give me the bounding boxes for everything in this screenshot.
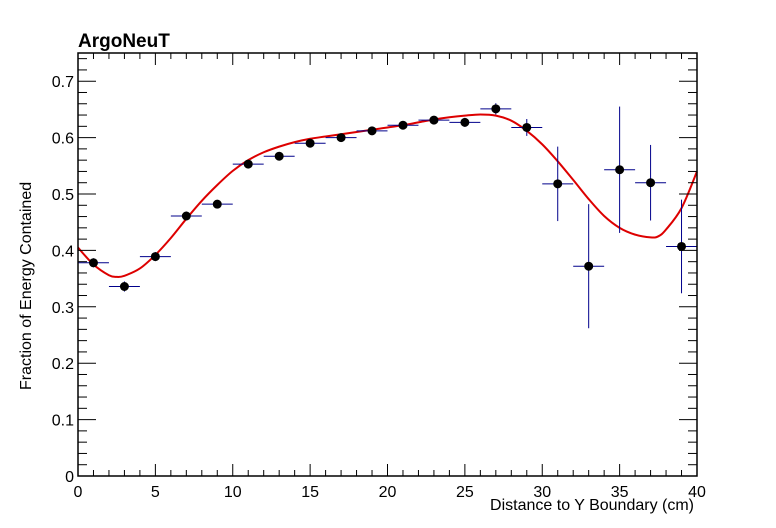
data-point — [542, 146, 574, 222]
data-marker — [212, 199, 222, 209]
data-marker — [677, 241, 687, 251]
x-tick-label: 35 — [611, 484, 629, 501]
data-point — [666, 199, 697, 294]
ticks-layer — [77, 53, 698, 477]
data-point — [201, 199, 233, 209]
data-points-layer — [78, 103, 697, 329]
x-tick-label: 40 — [688, 484, 706, 501]
data-marker — [491, 104, 501, 114]
data-marker — [305, 138, 315, 148]
x-tick-label: 0 — [74, 484, 83, 501]
data-point — [325, 133, 357, 143]
data-marker — [584, 261, 594, 271]
y-tick-label: 0.5 — [52, 187, 74, 204]
x-tick-label: 25 — [456, 484, 474, 501]
x-axis-title: Distance to Y Boundary (cm) — [490, 497, 694, 514]
data-point — [294, 138, 326, 148]
data-marker — [88, 258, 98, 268]
data-point — [480, 103, 512, 115]
fit-curve — [77, 113, 698, 278]
x-tick-label: 5 — [151, 484, 160, 501]
data-point — [511, 118, 543, 136]
y-tick-label: 0.2 — [52, 356, 74, 373]
data-marker — [274, 151, 284, 161]
y-tick-label: 0 — [65, 469, 74, 486]
data-point — [170, 211, 202, 221]
y-tick-label: 0.4 — [52, 243, 74, 260]
data-point — [108, 281, 140, 292]
fit-curve-layer — [77, 113, 698, 278]
data-marker — [150, 252, 160, 262]
data-point — [78, 258, 109, 268]
data-marker — [243, 159, 253, 169]
data-marker — [460, 117, 470, 127]
data-marker — [522, 122, 532, 132]
y-axis-title: Fraction of Energy Contained — [18, 182, 35, 390]
data-marker — [398, 120, 408, 130]
data-point — [263, 151, 295, 161]
data-marker — [336, 133, 346, 143]
data-point — [139, 252, 171, 262]
chart-title: ArgoNeuT — [78, 31, 170, 52]
data-marker — [553, 179, 563, 189]
data-point — [356, 126, 388, 136]
data-marker — [615, 165, 625, 175]
x-tick-label: 30 — [533, 484, 551, 501]
x-tick-label: 10 — [224, 484, 242, 501]
data-marker — [367, 126, 377, 136]
data-point — [232, 159, 264, 169]
x-tick-label: 20 — [379, 484, 397, 501]
data-point — [635, 144, 667, 221]
data-marker — [119, 281, 129, 291]
data-point — [604, 106, 636, 233]
data-marker — [646, 178, 656, 188]
data-marker — [181, 211, 191, 221]
data-point — [573, 204, 605, 329]
data-marker — [429, 115, 439, 125]
x-tick-label: 15 — [301, 484, 319, 501]
tick-labels-layer: 0 5 10 15 20 25 30 35 40 0 0.1 0.2 0.3 0.4 0.5 0.6 0.7 — [52, 74, 706, 501]
y-tick-label: 0.3 — [52, 300, 74, 317]
data-point — [449, 117, 481, 127]
y-tick-label: 0.1 — [52, 413, 74, 430]
data-point — [418, 115, 450, 125]
y-tick-label: 0.7 — [52, 74, 74, 91]
y-tick-label: 0.6 — [52, 131, 74, 148]
data-point — [387, 120, 419, 130]
